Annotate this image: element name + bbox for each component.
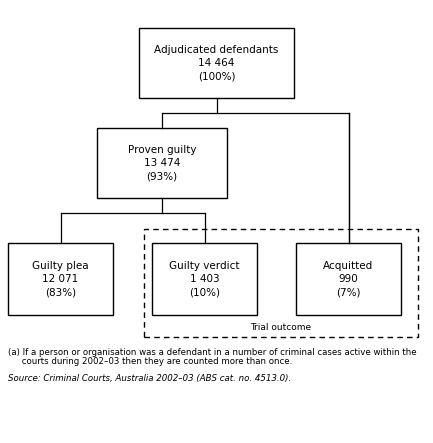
Text: Adjudicated defendants
14 464
(100%): Adjudicated defendants 14 464 (100%) <box>154 45 279 81</box>
Bar <box>144 229 418 337</box>
Text: Guilty verdict
1 403
(10%): Guilty verdict 1 403 (10%) <box>169 261 240 297</box>
Bar <box>8 243 113 315</box>
Bar <box>152 243 257 315</box>
Bar <box>97 128 227 198</box>
Text: (a) If a person or organisation was a defendant in a number of criminal cases ac: (a) If a person or organisation was a de… <box>8 348 417 357</box>
Text: Trial outcome: Trial outcome <box>250 323 312 331</box>
Bar <box>296 243 401 315</box>
Text: Guilty plea
12 071
(83%): Guilty plea 12 071 (83%) <box>32 261 89 297</box>
Text: Proven guilty
13 474
(93%): Proven guilty 13 474 (93%) <box>128 145 196 181</box>
Text: Acquitted
990
(7%): Acquitted 990 (7%) <box>323 261 374 297</box>
Bar <box>139 28 294 98</box>
Text: Source: Criminal Courts, Australia 2002–03 (ABS cat. no. 4513.0).: Source: Criminal Courts, Australia 2002–… <box>8 374 291 383</box>
Text: courts during 2002–03 then they are counted more than once.: courts during 2002–03 then they are coun… <box>8 358 292 366</box>
